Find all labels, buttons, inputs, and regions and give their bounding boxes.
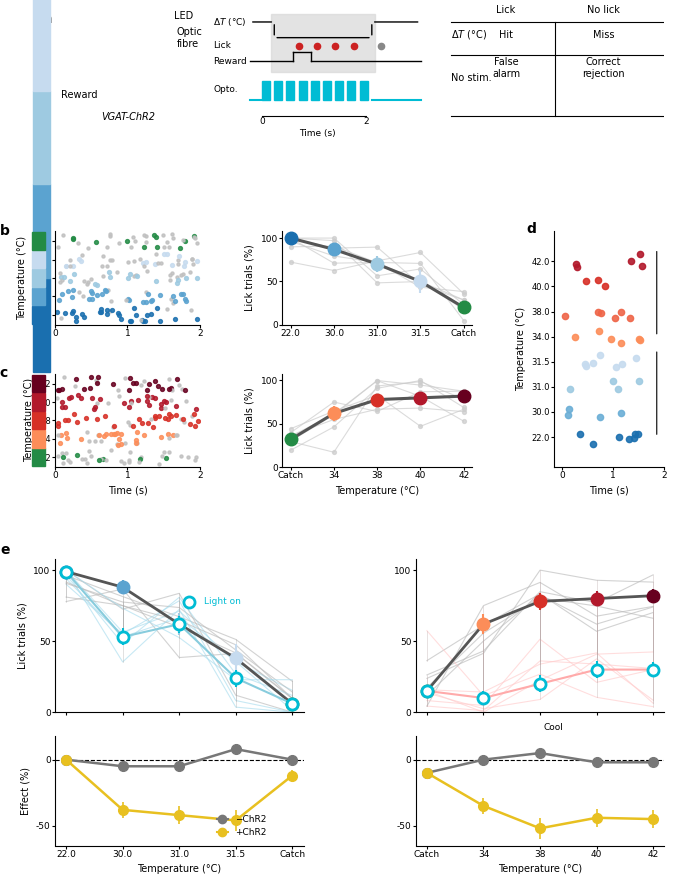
X-axis label: Temperature (°C): Temperature (°C) xyxy=(137,864,221,874)
Bar xyxy=(32,287,45,305)
Bar xyxy=(33,0,51,91)
X-axis label: Time (s): Time (s) xyxy=(589,486,630,496)
Text: Reward: Reward xyxy=(61,90,97,100)
Y-axis label: Lick trials (%): Lick trials (%) xyxy=(245,387,255,454)
Text: fibre: fibre xyxy=(177,39,199,49)
Text: $\Delta T$ (°C): $\Delta T$ (°C) xyxy=(451,28,487,41)
Bar xyxy=(32,232,45,250)
Text: Optic: Optic xyxy=(177,27,203,37)
Text: Warm: Warm xyxy=(543,663,569,673)
Text: Correct
rejection: Correct rejection xyxy=(582,57,625,79)
Bar xyxy=(286,81,295,101)
Y-axis label: Temperature (°C): Temperature (°C) xyxy=(25,378,34,463)
Text: VGAT-ChR2: VGAT-ChR2 xyxy=(101,112,155,122)
Bar xyxy=(33,184,51,278)
Bar xyxy=(32,251,45,269)
Bar xyxy=(32,375,45,392)
Bar xyxy=(32,306,45,324)
X-axis label: Time (s): Time (s) xyxy=(108,486,147,496)
Text: $\Delta T$ (°C): $\Delta T$ (°C) xyxy=(213,16,247,28)
Text: c: c xyxy=(0,366,8,380)
Text: Cool: Cool xyxy=(543,723,563,732)
Bar xyxy=(274,81,282,101)
Bar xyxy=(262,81,270,101)
Bar xyxy=(32,411,45,429)
Text: Time (s): Time (s) xyxy=(299,129,335,138)
Text: Lick: Lick xyxy=(213,41,231,50)
Bar xyxy=(335,81,343,101)
Y-axis label: Effect (%): Effect (%) xyxy=(21,766,30,814)
Bar xyxy=(299,81,307,101)
Text: a: a xyxy=(42,12,52,26)
Text: Lick: Lick xyxy=(497,4,516,15)
Text: b: b xyxy=(0,223,10,238)
Text: No stim.: No stim. xyxy=(451,73,492,83)
Bar xyxy=(271,14,375,71)
Bar xyxy=(360,81,368,101)
Bar xyxy=(323,81,331,101)
Y-axis label: Temperature (°C): Temperature (°C) xyxy=(516,307,526,392)
Bar xyxy=(33,91,51,184)
X-axis label: Temperature (°C): Temperature (°C) xyxy=(335,486,419,496)
Bar xyxy=(32,393,45,411)
Bar xyxy=(347,81,356,101)
Text: d: d xyxy=(527,222,536,236)
Text: 0: 0 xyxy=(259,117,265,125)
Text: Opto.: Opto. xyxy=(213,85,238,94)
Text: e: e xyxy=(0,544,10,557)
Text: Light on: Light on xyxy=(204,597,241,606)
Bar xyxy=(32,430,45,448)
Y-axis label: Lick trials (%): Lick trials (%) xyxy=(245,245,255,312)
Bar xyxy=(32,449,45,466)
Text: 2: 2 xyxy=(363,117,369,125)
Text: Miss: Miss xyxy=(593,29,614,40)
Y-axis label: Temperature (°C): Temperature (°C) xyxy=(16,236,27,320)
X-axis label: Temperature (°C): Temperature (°C) xyxy=(498,864,582,874)
Legend: −ChR2, +ChR2: −ChR2, +ChR2 xyxy=(213,812,270,841)
Text: Reward: Reward xyxy=(213,57,247,66)
Text: Hit: Hit xyxy=(499,29,513,40)
Y-axis label: Lick trials (%): Lick trials (%) xyxy=(18,603,28,669)
Text: False
alarm: False alarm xyxy=(492,57,520,79)
Bar xyxy=(33,278,51,372)
Bar xyxy=(311,81,319,101)
Text: No lick: No lick xyxy=(587,4,620,15)
Text: LED: LED xyxy=(174,12,193,21)
Bar xyxy=(32,269,45,287)
